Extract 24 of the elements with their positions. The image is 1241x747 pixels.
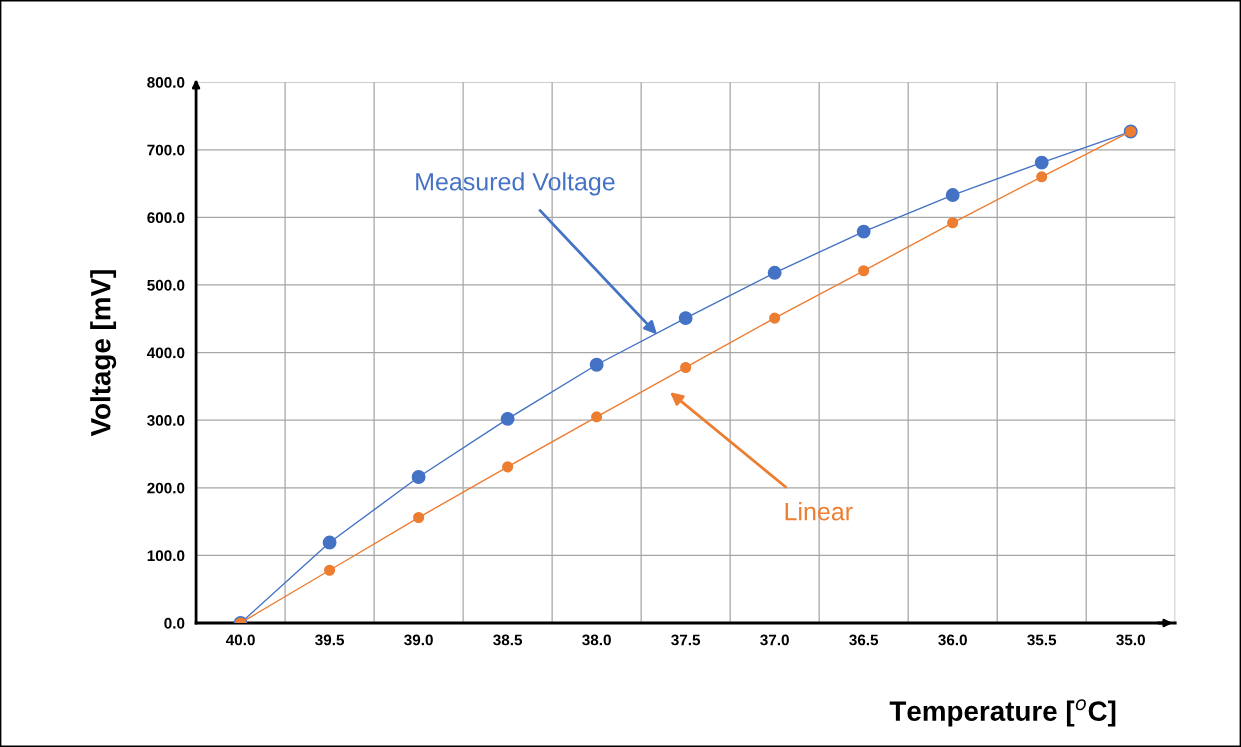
text: Linear bbox=[785, 502, 853, 521]
x-tick-label: 36.0 bbox=[938, 634, 967, 646]
y-tick-label: 200.0 bbox=[147, 482, 185, 494]
y-tick-label: 700.0 bbox=[147, 144, 185, 156]
x-tick-label: 35.5 bbox=[1027, 634, 1057, 646]
y-tick-label: 800.0 bbox=[147, 77, 185, 88]
x-tick-label: 37.0 bbox=[760, 634, 789, 646]
y-tick-label: 400.0 bbox=[146, 347, 185, 359]
x-tick-label: 37.5 bbox=[671, 634, 701, 646]
y-tick-label: 0.0 bbox=[164, 617, 185, 629]
text: Measured Voltage bbox=[416, 172, 615, 196]
x-tick-label: 36.5 bbox=[849, 634, 879, 646]
x-tick-label: 39.5 bbox=[315, 634, 345, 646]
y-axis-title: Voltage [mV] bbox=[90, 270, 117, 437]
x-tick-label: 38.0 bbox=[582, 634, 611, 646]
x-axis-title: Temperature [$^{o}$C] bbox=[889, 699, 1116, 727]
x-tick-label: 39.0 bbox=[404, 634, 433, 646]
x-tick-label: 35.0 bbox=[1116, 634, 1145, 646]
y-tick-label: 100.0 bbox=[147, 550, 185, 562]
x-tick-label: 38.5 bbox=[493, 634, 523, 646]
y-tick-label: 300.0 bbox=[147, 415, 185, 426]
x-tick-label: 40.0 bbox=[225, 634, 255, 646]
y-tick-label: 500.0 bbox=[147, 279, 185, 291]
y-tick-label: 600.0 bbox=[147, 212, 185, 224]
